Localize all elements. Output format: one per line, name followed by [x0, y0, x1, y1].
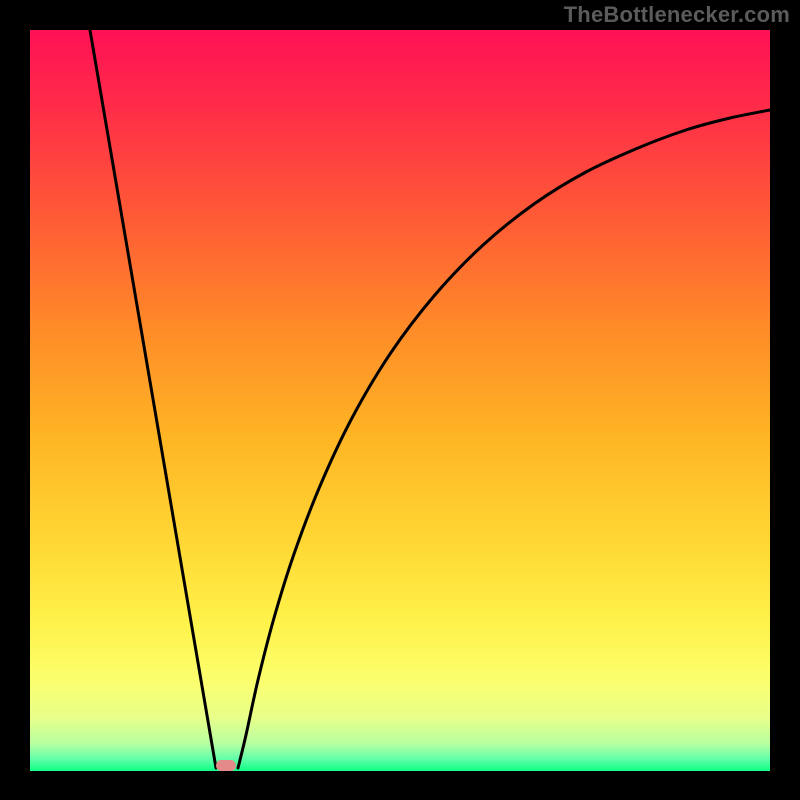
curve-left-branch — [90, 30, 216, 768]
plot-area — [30, 30, 770, 770]
curve-right-branch — [238, 110, 770, 768]
curve-overlay — [30, 30, 770, 770]
figure-root: TheBottlenecker.com — [0, 0, 800, 800]
watermark-text: TheBottlenecker.com — [564, 2, 790, 28]
curve-minimum-marker — [216, 760, 236, 771]
